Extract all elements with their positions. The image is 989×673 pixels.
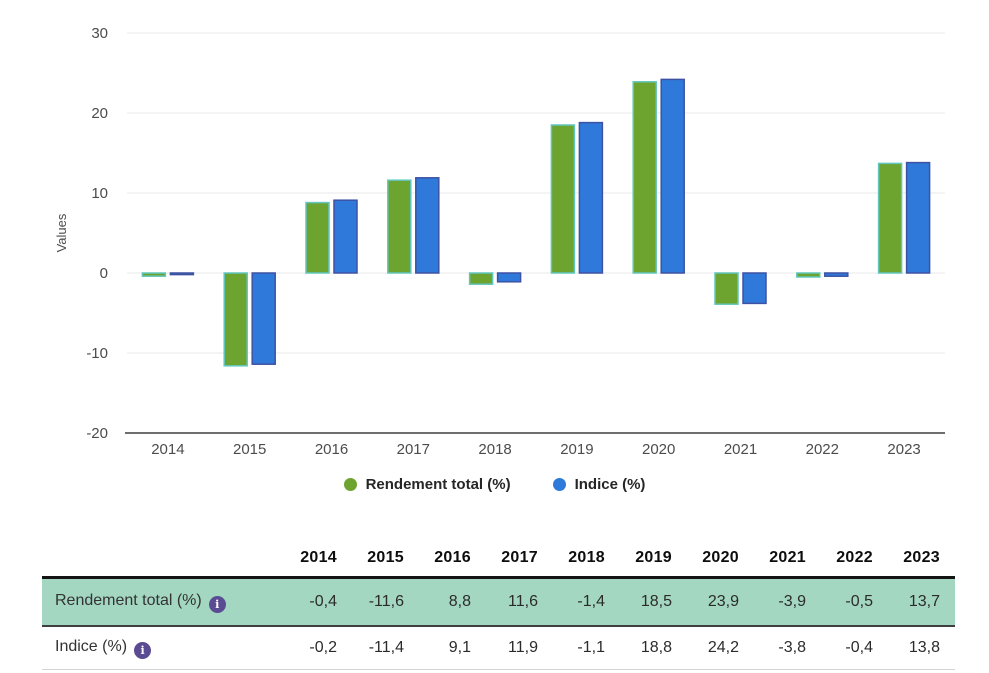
chart-bar-2021[interactable] [742, 272, 767, 305]
table-header-year: 2014 [300, 549, 337, 566]
table-value-cell: 18,8 [640, 639, 672, 656]
x-tick-label: 2018 [478, 441, 511, 458]
table-header-year: 2019 [635, 549, 672, 566]
bar-chart: 30 20 10 0 -10 -20 Values 2014 2015 2016 2017 2018 2… [54, 25, 945, 458]
chart-bar-2018[interactable] [496, 272, 522, 283]
y-tick-label: 20 [91, 105, 108, 122]
table-value-cell: 13,8 [908, 639, 940, 656]
y-tick-label: 0 [100, 265, 108, 282]
chart-bar-2023[interactable] [877, 162, 903, 274]
table-value-cell: 24,2 [707, 639, 739, 656]
chart-bar-2020[interactable] [660, 78, 685, 274]
row-label-cell: Indice (%) i [42, 626, 285, 670]
x-tick-label: 2021 [724, 441, 757, 458]
table-value-cell: -11,6 [368, 593, 404, 610]
table-header-year: 2022 [836, 549, 873, 566]
row-label: Indice (%) [55, 637, 128, 655]
table-value-cell: 13,7 [908, 593, 940, 610]
table-value-cell: 9,1 [448, 639, 471, 656]
chart-bar-2020[interactable] [632, 81, 657, 274]
chart-bar-2014[interactable] [169, 272, 195, 276]
chart-bar-2021[interactable] [714, 272, 739, 305]
table-body: Rendement total (%) i -0,4 -11,6 8,8 11,6 -1,4… [42, 577, 955, 670]
table-header-year: 2020 [702, 549, 739, 566]
info-icon[interactable]: i [134, 641, 152, 659]
table-value-cell: -0,4 [845, 639, 873, 656]
table-header-row: 2014 2015 2016 2017 2018 2019 2020 2021 2022 2023 [42, 540, 955, 578]
table-row: Rendement total (%) i -0,4 -11,6 8,8 11,6 -1,4… [42, 577, 955, 627]
y-axis-title: Values [54, 213, 69, 252]
table-header-label [42, 540, 285, 578]
chart-bar-2014[interactable] [141, 272, 167, 277]
chart-bar-2019[interactable] [550, 124, 576, 274]
chart-bar-2018[interactable] [468, 272, 494, 285]
table-value-cell: -1,4 [577, 593, 605, 610]
table-value-cell: -11,4 [368, 639, 404, 656]
chart-bar-2015[interactable] [251, 272, 276, 365]
legend-label: Rendement total (%) [365, 476, 511, 493]
table-header-year: 2016 [434, 549, 471, 566]
x-tick-label: 2022 [806, 441, 839, 458]
table-value-cell: -0,2 [309, 639, 337, 656]
table-value-cell: 11,9 [508, 639, 538, 656]
chart-bar-2019[interactable] [578, 121, 604, 274]
table-value-cell: -0,4 [309, 593, 337, 610]
performance-table: 2014 2015 2016 2017 2018 2019 2020 2021 2022 2023… [42, 540, 955, 670]
table-value-cell: -1,1 [577, 639, 605, 656]
chart-bar-2022[interactable] [824, 272, 849, 277]
y-tick-label: 30 [91, 25, 108, 42]
table-header-year: 2018 [568, 549, 605, 566]
x-tick-label: 2023 [887, 441, 920, 458]
chart-legend: Rendement total (%) Indice (%) [0, 476, 989, 493]
x-tick-label: 2014 [151, 441, 184, 458]
chart-bar-2016[interactable] [333, 199, 358, 274]
x-tick-label: 2015 [233, 441, 266, 458]
table-head: 2014 2015 2016 2017 2018 2019 2020 2021 2022 2023 [42, 540, 955, 578]
chart-bar-2015[interactable] [223, 272, 248, 367]
table-header-year: 2015 [367, 549, 404, 566]
x-tick-label: 2016 [315, 441, 348, 458]
info-icon[interactable]: i [208, 595, 226, 613]
legend-dot-icon [343, 478, 357, 491]
table-header-year: 2021 [769, 549, 806, 566]
table-header-year: 2017 [501, 549, 538, 566]
table-value-cell: -3,8 [778, 639, 806, 656]
y-tick-label: 10 [91, 185, 108, 202]
x-tick-label: 2020 [642, 441, 675, 458]
legend-item[interactable]: Rendement total (%) [343, 476, 511, 493]
table-value-cell: 23,9 [707, 593, 739, 610]
y-tick-label: -10 [86, 345, 108, 362]
table-value-cell: 11,6 [508, 593, 538, 610]
chart-bar-2023[interactable] [905, 161, 931, 274]
legend-dot-icon [552, 478, 566, 491]
chart-bar-2017[interactable] [415, 177, 440, 274]
chart-bar-2022[interactable] [796, 272, 821, 278]
table-value-cell: 18,5 [640, 593, 672, 610]
table-value-cell: -3,9 [778, 593, 806, 610]
chart-bar-2017[interactable] [387, 179, 412, 274]
y-tick-label: -20 [86, 425, 108, 442]
table-value-cell: 8,8 [448, 593, 471, 610]
row-label: Rendement total (%) [55, 591, 202, 609]
table-header-year: 2023 [903, 549, 940, 566]
table-value-cell: -0,5 [845, 593, 873, 610]
x-tick-label: 2017 [397, 441, 430, 458]
legend-item[interactable]: Indice (%) [552, 476, 646, 493]
legend-label: Indice (%) [574, 476, 646, 493]
table-row: Indice (%) i -0,2 -11,4 9,1 11,9 -1,1 18,8 24,2 -… [42, 626, 955, 670]
x-tick-label: 2019 [560, 441, 593, 458]
row-label-cell: Rendement total (%) i [42, 578, 285, 627]
chart-bar-2016[interactable] [305, 201, 330, 274]
